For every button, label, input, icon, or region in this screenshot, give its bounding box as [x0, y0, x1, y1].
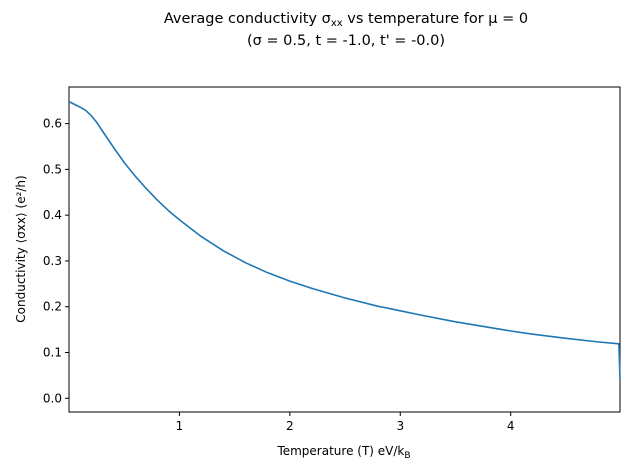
y-tick-label: 0.1	[43, 345, 62, 359]
x-tick-label: 3	[396, 419, 404, 433]
y-axis-label: Conductivity ⟨σxx⟩ (e²/h)	[14, 175, 28, 322]
x-tick-label: 1	[176, 419, 184, 433]
x-axis-label: Temperature (T) eV/kB	[276, 444, 410, 461]
y-tick-label: 0.4	[43, 208, 62, 222]
y-tick-label: 0.0	[43, 391, 62, 405]
y-tick-label: 0.2	[43, 300, 62, 314]
x-tick-label: 4	[507, 419, 515, 433]
series-layer	[68, 100, 621, 381]
series-line	[68, 100, 621, 381]
y-tick-label: 0.6	[43, 117, 62, 131]
x-tick-label: 2	[286, 419, 294, 433]
x-axis-ticks: 1 2 3 4	[176, 412, 515, 433]
plot-area	[68, 86, 621, 413]
chart-title-line1: Average conductivity σxx vs temperature …	[164, 11, 528, 29]
y-tick-label: 0.3	[43, 254, 62, 268]
y-axis-ticks: 0.0 0.1 0.2 0.3 0.4 0.5 0.6	[43, 117, 69, 405]
y-tick-label: 0.5	[43, 162, 62, 176]
chart-title-line2: (σ = 0.5, t = -1.0, t' = -0.0)	[247, 33, 445, 49]
